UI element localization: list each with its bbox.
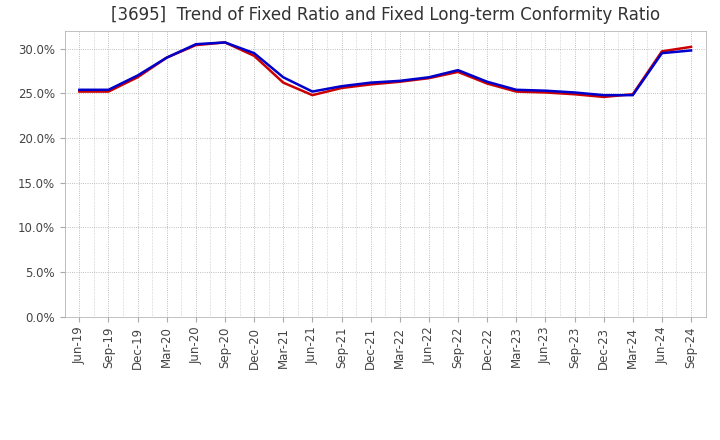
Title: [3695]  Trend of Fixed Ratio and Fixed Long-term Conformity Ratio: [3695] Trend of Fixed Ratio and Fixed Lo…: [111, 6, 660, 24]
Legend: Fixed Ratio, Fixed Long-term Conformity Ratio: Fixed Ratio, Fixed Long-term Conformity …: [179, 435, 592, 440]
